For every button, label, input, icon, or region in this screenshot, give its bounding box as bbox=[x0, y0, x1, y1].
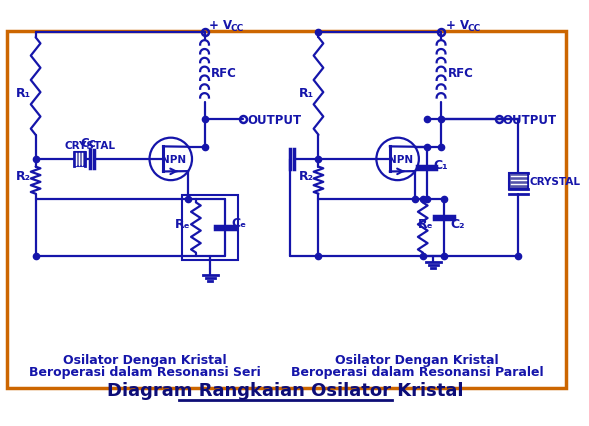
Text: RFC: RFC bbox=[211, 67, 237, 80]
Text: RFC: RFC bbox=[448, 67, 474, 80]
Text: NPN: NPN bbox=[388, 155, 413, 164]
Text: Rₑ: Rₑ bbox=[175, 218, 190, 231]
Text: OUTPUT: OUTPUT bbox=[503, 114, 557, 127]
Text: Beroperasi dalam Resonansi Paralel: Beroperasi dalam Resonansi Paralel bbox=[290, 365, 543, 378]
Text: R₂: R₂ bbox=[16, 169, 31, 182]
Text: Osilator Dengan Kristal: Osilator Dengan Kristal bbox=[335, 353, 499, 366]
Text: C₁: C₁ bbox=[434, 158, 448, 171]
Text: + V: + V bbox=[446, 18, 469, 32]
Text: Beroperasi dalam Resonansi Seri: Beroperasi dalam Resonansi Seri bbox=[29, 365, 260, 378]
Text: C₂: C₂ bbox=[451, 218, 465, 231]
Text: CC: CC bbox=[231, 24, 244, 33]
Text: CRYSTAL: CRYSTAL bbox=[530, 177, 581, 187]
Text: Cᴄ: Cᴄ bbox=[81, 137, 97, 150]
Bar bbox=[6, 32, 565, 388]
Bar bbox=[509, 174, 528, 190]
Text: CC: CC bbox=[467, 24, 481, 33]
Text: Rₑ: Rₑ bbox=[418, 218, 434, 231]
Text: + V: + V bbox=[209, 18, 233, 32]
Text: Osilator Dengan Kristal: Osilator Dengan Kristal bbox=[63, 353, 227, 366]
Text: OUTPUT: OUTPUT bbox=[247, 114, 301, 127]
Text: R₂: R₂ bbox=[299, 169, 314, 182]
Bar bbox=[75, 153, 85, 166]
Text: NPN: NPN bbox=[161, 155, 186, 164]
Text: CRYSTAL: CRYSTAL bbox=[65, 141, 115, 151]
Text: R₁: R₁ bbox=[16, 86, 31, 99]
Text: Cₑ: Cₑ bbox=[231, 216, 247, 229]
Bar bbox=[183, 195, 239, 261]
Text: R₁: R₁ bbox=[299, 86, 315, 99]
Text: Diagram Rangkaian Osilator Kristal: Diagram Rangkaian Osilator Kristal bbox=[107, 381, 464, 399]
